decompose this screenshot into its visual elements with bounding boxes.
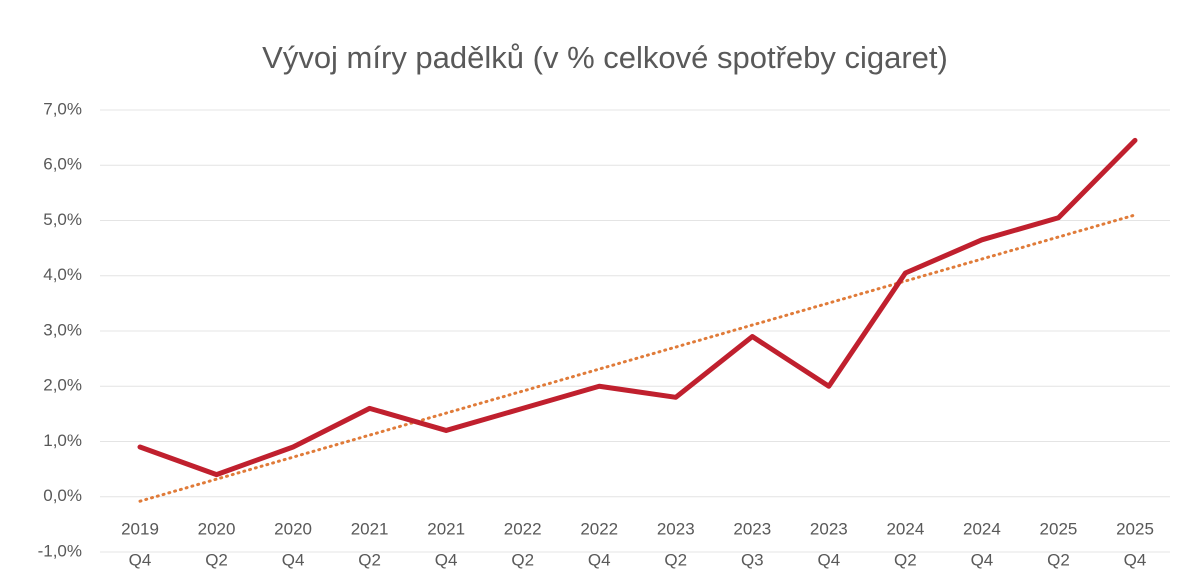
x-tick-label: Q4 (435, 550, 458, 569)
x-tick-label: 2022 (580, 519, 618, 538)
x-tick-label: Q4 (588, 550, 611, 569)
y-tick-label: 3,0% (43, 320, 82, 339)
x-tick-label: 2025 (1116, 519, 1154, 538)
y-tick-label: 2,0% (43, 376, 82, 395)
x-tick-label: 2019 (121, 519, 159, 538)
x-tick-label: Q4 (282, 550, 305, 569)
x-tick-label: Q4 (129, 550, 152, 569)
y-tick-label: 5,0% (43, 210, 82, 229)
y-tick-label: -1,0% (38, 541, 82, 560)
y-tick-label: 0,0% (43, 486, 82, 505)
x-tick-label: Q2 (205, 550, 228, 569)
x-tick-label: Q2 (664, 550, 687, 569)
x-tick-label: Q4 (971, 550, 994, 569)
x-tick-label: Q4 (1124, 550, 1147, 569)
x-tick-label: 2021 (427, 519, 465, 538)
x-tick-label: 2023 (657, 519, 695, 538)
x-tick-label: 2025 (1040, 519, 1078, 538)
data-line (137, 137, 1138, 478)
trend-line (138, 213, 1137, 503)
x-tick-label: Q2 (511, 550, 534, 569)
x-tick-label: 2020 (274, 519, 312, 538)
x-tick-label: Q2 (358, 550, 381, 569)
x-tick-label: Q2 (894, 550, 917, 569)
x-tick-label: 2023 (810, 519, 848, 538)
y-tick-label: 7,0% (43, 99, 82, 118)
x-tick-label: 2021 (351, 519, 389, 538)
x-tick-label: 2024 (963, 519, 1001, 538)
x-tick-label: 2020 (198, 519, 236, 538)
x-tick-label: 2024 (886, 519, 924, 538)
x-tick-label: 2023 (733, 519, 771, 538)
chart-title: Vývoj míry padělků (v % celkové spotřeby… (262, 40, 948, 75)
y-tick-label: 6,0% (43, 155, 82, 174)
y-tick-label: 4,0% (43, 265, 82, 284)
x-tick-label: Q3 (741, 550, 764, 569)
y-tick-label: 1,0% (43, 431, 82, 450)
x-tick-label: Q4 (818, 550, 841, 569)
x-tick-label: Q2 (1047, 550, 1070, 569)
x-tick-label: 2022 (504, 519, 542, 538)
